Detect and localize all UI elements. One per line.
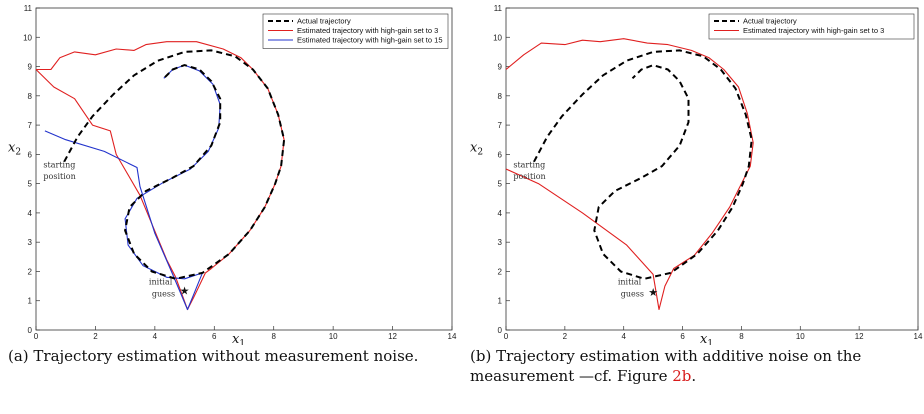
legend-label: Actual trajectory <box>743 17 797 26</box>
x-tick-label: 14 <box>448 332 457 341</box>
annotation-text: guess <box>621 289 644 298</box>
caption-a: (a) Trajectory estimation without measur… <box>8 346 458 366</box>
series-line-3 <box>44 64 221 311</box>
x-tick-label: 10 <box>329 332 338 341</box>
annotation-text: position <box>513 172 545 181</box>
x-tick-label: 2 <box>563 332 568 341</box>
y-tick-label: 9 <box>498 63 503 72</box>
y-tick-label: 1 <box>28 297 33 306</box>
y-tick-label: 7 <box>28 121 33 130</box>
annotation-text: initial <box>618 278 642 287</box>
y-tick-label: 3 <box>498 238 503 247</box>
plot-frame <box>35 7 453 331</box>
legend-label: Actual trajectory <box>297 17 351 26</box>
legend-box <box>262 13 449 49</box>
caption-b-text: (b) Trajectory estimation with additive … <box>470 347 862 385</box>
x-tick-label: 6 <box>680 332 685 341</box>
caption-b-end: . <box>691 367 697 385</box>
y-tick-label: 10 <box>23 33 32 42</box>
x-tick-label: 4 <box>153 332 158 341</box>
annotation-text: initial <box>149 278 173 287</box>
chart-a: 0 2 4 6 8 10 12 1401234567891011x1x2★startingpo… <box>8 4 457 345</box>
y-tick-label: 1 <box>498 297 503 306</box>
y-tick-label: 11 <box>24 4 33 13</box>
x-tick-label: 12 <box>388 332 397 341</box>
y-tick-label: 8 <box>28 92 33 101</box>
x-axis-label: x1 <box>232 332 245 345</box>
annotation-text: starting <box>513 161 545 170</box>
y-tick-label: 7 <box>498 121 503 130</box>
caption-b: (b) Trajectory estimation with additive … <box>470 346 922 386</box>
x-tick-label: 4 <box>621 332 626 341</box>
y-tick-label: 0 <box>28 326 33 335</box>
x-tick-label: 0 <box>504 332 509 341</box>
y-axis-label: x2 <box>470 140 483 157</box>
annotation-text: starting <box>43 161 75 170</box>
x-tick-label: 8 <box>271 332 276 341</box>
series-line-1 <box>533 49 753 280</box>
series-line-1 <box>63 49 286 280</box>
y-tick-label: 3 <box>28 238 33 247</box>
chart-b: 0 2 4 6 8 10 12 1401234567891011x1x2★startingpo… <box>470 4 923 345</box>
caption-a-text: (a) Trajectory estimation without measur… <box>8 347 419 365</box>
y-tick-label: 0 <box>498 326 503 335</box>
y-tick-label: 9 <box>28 63 33 72</box>
y-tick-label: 11 <box>494 4 503 13</box>
x-tick-label: 2 <box>93 332 98 341</box>
legend-label: Estimated trajectory with high-gain set … <box>297 26 438 35</box>
x-tick-label: 6 <box>212 332 217 341</box>
annotation-text: guess <box>152 289 175 298</box>
y-tick-label: 2 <box>28 267 33 276</box>
initial-guess-marker: ★ <box>648 286 658 299</box>
y-tick-label: 6 <box>28 150 33 159</box>
x-axis-label: x1 <box>700 332 713 345</box>
y-tick-label: 10 <box>493 33 502 42</box>
y-tick-label: 4 <box>498 209 503 218</box>
y-tick-label: 5 <box>498 180 503 189</box>
y-tick-label: 4 <box>28 209 33 218</box>
legend-label: Estimated trajectory with high-gain set … <box>297 36 443 45</box>
annotation-text: position <box>43 172 75 181</box>
initial-guess-marker: ★ <box>180 284 190 297</box>
x-tick-label: 14 <box>914 332 923 341</box>
series-line-2 <box>505 38 754 311</box>
y-tick-label: 5 <box>28 180 33 189</box>
x-tick-label: 12 <box>855 332 864 341</box>
y-axis-label: x2 <box>8 140 21 157</box>
x-tick-label: 8 <box>739 332 744 341</box>
x-tick-label: 0 <box>34 332 39 341</box>
y-tick-label: 6 <box>498 150 503 159</box>
x-tick-label: 10 <box>796 332 805 341</box>
plot-frame <box>505 7 919 331</box>
figure-reference-link[interactable]: 2b <box>672 367 692 385</box>
legend-box <box>708 13 915 40</box>
y-tick-label: 2 <box>498 267 503 276</box>
y-tick-label: 8 <box>498 92 503 101</box>
legend-label: Estimated trajectory with high-gain set … <box>743 26 884 35</box>
